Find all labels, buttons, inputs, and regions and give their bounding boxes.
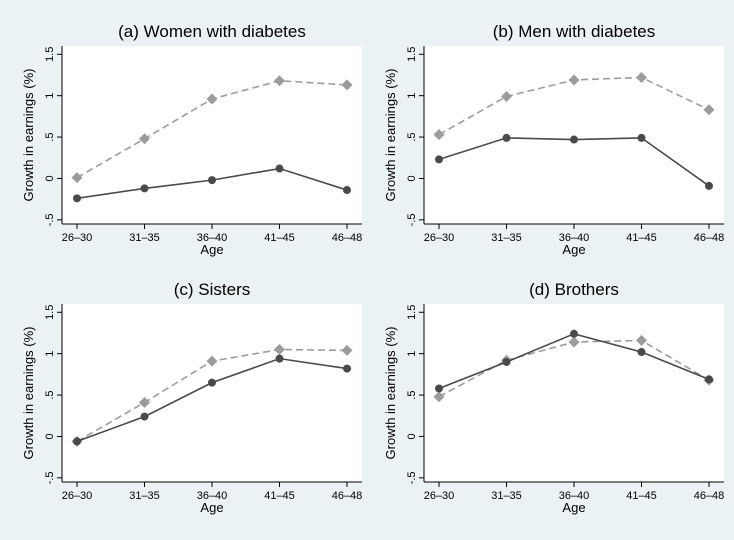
x-tick-label: 41–45 [626,232,657,244]
y-tick-label: 1 [44,93,56,99]
y-tick-label: .5 [44,132,56,141]
data-point-diamond [341,344,353,356]
chart-title: (b) Men with diabetes [493,22,656,41]
y-axis-label: Growth in earnings (%) [21,327,36,460]
data-point-diamond [433,129,445,141]
x-axis-label: Age [562,242,585,257]
y-tick-label: 1 [44,351,56,357]
data-point-circle [637,133,646,142]
data-point-diamond [636,334,647,346]
data-point-circle [705,181,713,190]
x-axis-label: Age [200,500,223,515]
y-tick-label: 0 [44,175,56,181]
y-tick-label: -.5 [44,471,56,484]
x-tick-label: 31–35 [491,490,522,502]
x-tick-label: 26–30 [424,490,455,502]
x-tick-label: 41–45 [264,490,295,502]
chart-panel-1: (a) Women with diabetes -.5 0 .5 1 1.5 Growth … [21,22,362,257]
x-axis-label: Age [200,242,223,257]
x-axis-label: Age [562,500,585,515]
x-tick-label: 41–45 [626,490,657,502]
data-point-diamond [703,104,715,116]
x-tick-label: 46–48 [694,232,725,244]
y-tick-label: 1.5 [406,305,418,320]
data-point-circle [502,133,511,142]
x-tick-label: 36–40 [197,490,228,502]
data-point-diamond [206,355,218,367]
x-tick-label: 26–30 [62,232,93,244]
y-tick-label: .5 [406,132,418,141]
y-tick-label: 0 [44,433,56,439]
chart-title: (c) Sisters [174,280,251,299]
data-point-circle [343,186,351,195]
data-point-diamond [274,75,285,87]
y-tick-label: 1 [406,93,418,99]
y-axis-label: Growth in earnings (%) [383,327,398,460]
data-point-circle [637,348,646,357]
x-tick-label: 31–35 [129,232,160,244]
data-point-diamond [341,79,353,91]
x-tick-label: 36–40 [197,232,228,244]
data-point-diamond [71,172,83,184]
data-point-circle [140,412,149,421]
data-point-diamond [274,344,285,356]
plot-area [62,304,362,482]
y-tick-label: -.5 [406,471,418,484]
chart-panel-4: (d) Brothers -.5 0 .5 1 1.5 Growth in earnings… [383,280,724,515]
data-point-circle [275,354,284,363]
data-point-diamond [139,397,150,409]
y-tick-label: 1.5 [44,305,56,320]
data-point-diamond [568,336,580,348]
y-tick-label: 0 [406,175,418,181]
data-point-circle [343,364,351,373]
x-tick-label: 46–48 [332,232,363,244]
data-point-circle [570,135,578,144]
data-point-circle [435,155,443,164]
data-point-circle [502,357,511,366]
y-tick-label: -.5 [44,213,56,226]
chart-title: (a) Women with diabetes [118,22,306,41]
y-axis-label: Growth in earnings (%) [383,69,398,202]
y-tick-label: .5 [44,390,56,399]
data-point-circle [208,176,216,185]
data-point-diamond [139,133,150,145]
data-point-circle [435,384,443,393]
chart-panel-3: (c) Sisters -.5 0 .5 1 1.5 Growth in earnings … [21,280,362,515]
y-tick-label: 1.5 [406,47,418,62]
y-axis-label: Growth in earnings (%) [21,69,36,202]
x-tick-label: 46–48 [694,490,725,502]
y-tick-label: 0 [406,433,418,439]
x-tick-label: 36–40 [559,232,590,244]
data-point-diamond [636,71,647,83]
y-tick-label: .5 [406,390,418,399]
x-tick-label: 31–35 [491,232,522,244]
x-tick-label: 26–30 [62,490,93,502]
x-tick-label: 41–45 [264,232,295,244]
plot-area [424,46,724,224]
data-point-circle [73,437,81,446]
data-point-diamond [501,91,512,103]
x-tick-label: 36–40 [559,490,590,502]
y-tick-label: 1.5 [44,47,56,62]
x-tick-label: 31–35 [129,490,160,502]
data-point-circle [275,164,284,173]
data-point-diamond [568,74,580,86]
data-point-diamond [433,391,445,403]
data-point-circle [208,378,216,387]
data-point-circle [705,375,713,384]
y-tick-label: -.5 [406,213,418,226]
chart-title: (d) Brothers [529,280,619,299]
data-point-circle [570,329,578,338]
data-point-circle [140,184,149,193]
x-tick-label: 26–30 [424,232,455,244]
data-point-circle [73,194,81,203]
plot-area [62,46,362,224]
data-point-diamond [206,93,218,105]
x-tick-label: 46–48 [332,490,363,502]
y-tick-label: 1 [406,351,418,357]
chart-panel-2: (b) Men with diabetes -.5 0 .5 1 1.5 Growth in… [383,22,724,257]
